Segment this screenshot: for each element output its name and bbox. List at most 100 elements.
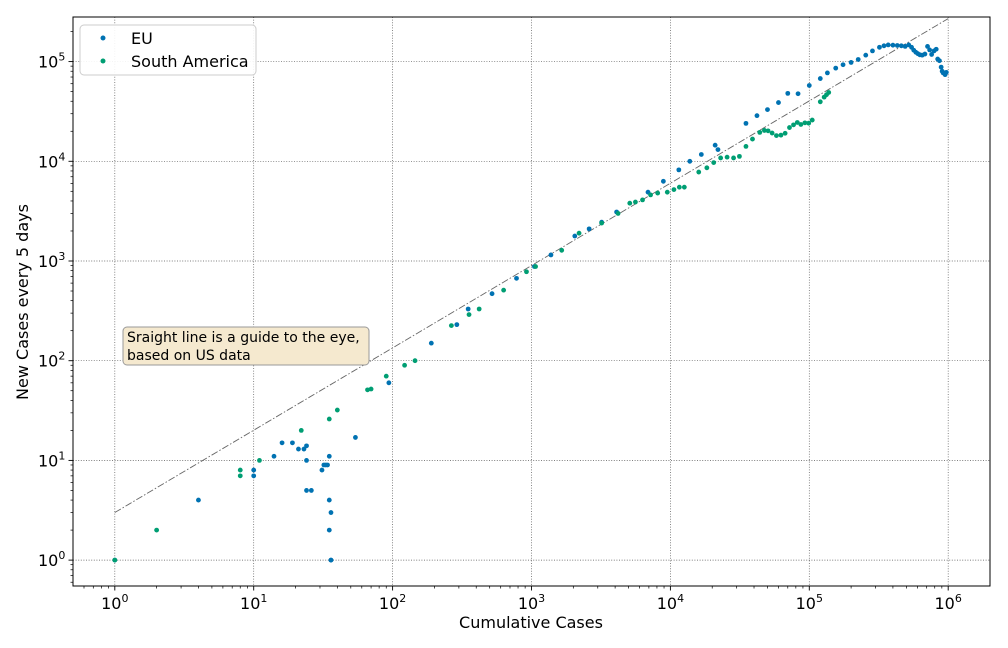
- guide-line: [114, 18, 949, 513]
- data-point-eu: [817, 76, 823, 81]
- data-point-eu: [271, 453, 277, 459]
- data-point-eu: [743, 120, 749, 126]
- data-point-eu: [428, 340, 434, 346]
- data-point-eu: [251, 467, 257, 473]
- data-point-south-america: [655, 190, 661, 196]
- data-point-eu: [848, 60, 854, 65]
- data-point-south-america: [298, 427, 304, 433]
- data-point-south-america: [154, 527, 160, 533]
- data-point-south-america: [559, 247, 565, 253]
- data-point-south-america: [334, 407, 340, 413]
- data-point-south-america: [794, 120, 800, 125]
- data-point-eu: [765, 107, 770, 112]
- data-point-south-america: [599, 220, 605, 226]
- data-point-south-america: [681, 184, 687, 190]
- data-point-south-america: [791, 122, 796, 128]
- data-point-eu: [890, 42, 896, 48]
- data-point-eu: [863, 52, 869, 58]
- data-point-south-america: [718, 155, 724, 161]
- annotation-box: Sraight line is a guide to the eye, base…: [122, 326, 370, 366]
- data-point-south-america: [648, 192, 653, 198]
- data-point-eu: [881, 43, 887, 49]
- data-point-eu: [325, 462, 330, 468]
- data-point-south-america: [731, 155, 736, 161]
- data-point-eu: [840, 62, 846, 68]
- legend: EU South America: [79, 24, 257, 76]
- data-point-south-america: [383, 373, 389, 379]
- data-point-eu: [937, 58, 942, 64]
- data-point-eu: [795, 91, 801, 97]
- data-point-eu: [824, 70, 830, 76]
- data-point-south-america: [368, 386, 374, 392]
- data-point-eu: [929, 52, 935, 57]
- data-point-south-america: [724, 154, 730, 160]
- data-point-south-america: [448, 323, 454, 328]
- data-point-south-america: [696, 169, 702, 175]
- data-points: [112, 42, 949, 563]
- data-point-south-america: [769, 130, 775, 136]
- data-point-south-america: [476, 306, 482, 312]
- data-point-eu: [296, 446, 301, 452]
- data-point-eu: [304, 488, 309, 493]
- data-point-eu: [465, 306, 471, 312]
- data-point-eu: [943, 69, 949, 75]
- data-point-south-america: [633, 199, 638, 205]
- data-point-south-america: [237, 467, 243, 473]
- series-eu: [112, 42, 949, 563]
- data-point-eu: [698, 152, 704, 157]
- data-point-eu: [933, 46, 939, 52]
- annotation-line-1: Sraight line is a guide to the eye,: [127, 330, 360, 346]
- data-point-south-america: [750, 136, 755, 142]
- data-point-south-america: [501, 287, 507, 293]
- data-point-south-america: [615, 211, 621, 216]
- data-point-eu: [870, 48, 875, 54]
- data-point-south-america: [743, 144, 749, 149]
- data-point-south-america: [671, 187, 677, 193]
- data-point-eu: [308, 488, 314, 493]
- data-point-eu: [454, 322, 460, 328]
- data-point-eu: [386, 380, 392, 386]
- data-point-south-america: [809, 117, 815, 123]
- data-point-south-america: [466, 312, 472, 317]
- data-point-south-america: [757, 129, 763, 135]
- data-point-eu: [898, 43, 904, 49]
- data-point-eu: [290, 440, 295, 446]
- data-point-eu: [754, 113, 760, 119]
- data-point-eu: [676, 167, 682, 173]
- data-point-eu: [489, 291, 495, 297]
- data-point-eu: [894, 43, 900, 48]
- legend-marker-eu: [100, 35, 106, 41]
- data-point-eu: [885, 42, 891, 48]
- annotation-line-2: based on US data: [127, 348, 251, 364]
- data-point-eu: [776, 100, 781, 105]
- data-point-eu: [301, 446, 307, 452]
- data-point-eu: [712, 142, 718, 148]
- data-point-south-america: [826, 90, 832, 95]
- data-point-eu: [514, 275, 519, 281]
- data-point-south-america: [761, 128, 767, 133]
- data-point-eu: [304, 458, 309, 463]
- data-point-south-america: [737, 153, 742, 159]
- legend-label-south-america: South America: [131, 52, 249, 71]
- data-point-eu: [548, 252, 554, 258]
- legend-label-eu: EU: [131, 29, 153, 48]
- data-point-south-america: [802, 120, 808, 126]
- data-point-eu: [196, 497, 201, 503]
- data-point-south-america: [112, 557, 118, 563]
- data-point-eu: [938, 64, 944, 70]
- data-point-south-america: [640, 197, 645, 203]
- data-point-eu: [715, 147, 721, 153]
- data-point-south-america: [412, 358, 418, 364]
- data-point-south-america: [787, 125, 792, 130]
- data-point-south-america: [774, 133, 779, 139]
- data-point-eu: [326, 453, 332, 459]
- data-point-eu: [855, 57, 861, 62]
- data-point-eu: [572, 233, 578, 239]
- data-point-eu: [251, 473, 257, 479]
- data-point-south-america: [326, 416, 332, 422]
- data-point-south-america: [237, 473, 243, 479]
- data-point-eu: [833, 65, 839, 71]
- data-point-eu: [925, 44, 930, 49]
- data-point-eu: [877, 44, 882, 50]
- legend-frame: [79, 24, 257, 76]
